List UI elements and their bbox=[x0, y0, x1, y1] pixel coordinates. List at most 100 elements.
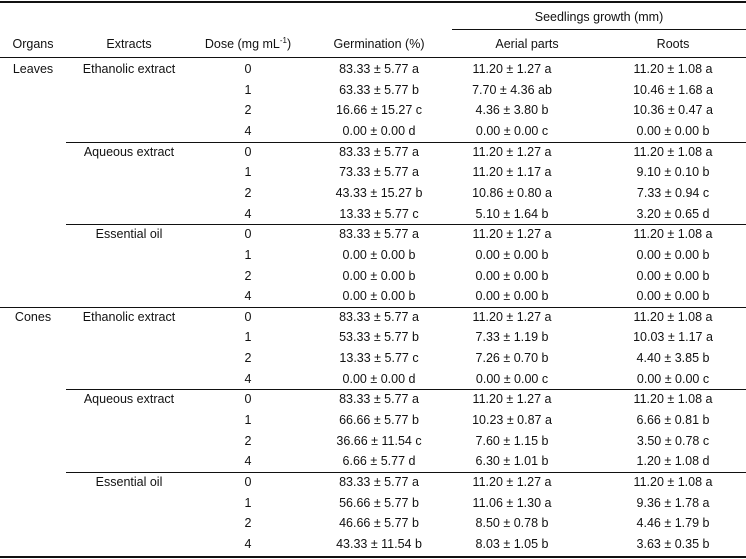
extract-label: Essential oil bbox=[95, 227, 163, 242]
dose-cell: 1 bbox=[244, 165, 252, 180]
roots-cell: 4.46 ± 1.79 b bbox=[636, 516, 710, 531]
dose-cell: 1 bbox=[244, 495, 252, 510]
germination-cell: 36.66 ± 11.54 c bbox=[336, 433, 422, 448]
extract-separator-rule bbox=[66, 142, 746, 143]
roots-cell: 0.00 ± 0.00 b bbox=[636, 289, 710, 304]
roots-cell: 9.10 ± 0.10 b bbox=[636, 165, 710, 180]
aerial-parts-cell: 5.10 ± 1.64 b bbox=[475, 206, 549, 221]
germination-cell: 0.00 ± 0.00 b bbox=[342, 289, 416, 304]
roots-cell: 10.36 ± 0.47 a bbox=[633, 103, 713, 118]
roots-cell: 7.33 ± 0.94 c bbox=[636, 185, 710, 200]
roots-cell: 10.46 ± 1.68 a bbox=[633, 82, 713, 97]
header-bottom-rule bbox=[0, 57, 746, 58]
dose-cell: 1 bbox=[244, 330, 252, 345]
header-extracts: Extracts bbox=[106, 37, 152, 51]
dose-cell: 0 bbox=[244, 62, 252, 76]
roots-cell: 3.20 ± 0.65 d bbox=[636, 206, 710, 221]
roots-cell: 6.66 ± 0.81 b bbox=[636, 413, 710, 428]
germination-cell: 0.00 ± 0.00 b bbox=[342, 247, 416, 262]
aerial-parts-cell: 7.26 ± 0.70 b bbox=[475, 351, 549, 366]
aerial-parts-cell: 0.00 ± 0.00 c bbox=[475, 371, 549, 386]
dose-cell: 0 bbox=[244, 227, 252, 242]
extract-label: Ethanolic extract bbox=[82, 62, 176, 76]
aerial-parts-cell: 7.60 ± 1.15 b bbox=[475, 433, 549, 448]
germination-cell: 83.33 ± 5.77 a bbox=[339, 144, 419, 159]
roots-cell: 1.20 ± 1.08 d bbox=[636, 454, 710, 469]
aerial-parts-cell: 7.70 ± 4.36 ab bbox=[472, 82, 552, 97]
extract-separator-rule bbox=[66, 224, 746, 225]
table-top-rule bbox=[0, 1, 746, 3]
germination-cell: 83.33 ± 5.77 a bbox=[339, 227, 419, 242]
aerial-parts-cell: 11.20 ± 1.27 a bbox=[472, 227, 552, 242]
germination-cell: 0.00 ± 0.00 d bbox=[342, 371, 416, 386]
dose-cell: 2 bbox=[244, 268, 252, 283]
dose-cell: 0 bbox=[244, 392, 252, 407]
roots-cell: 3.63 ± 0.35 b bbox=[636, 536, 710, 551]
germination-cell: 63.33 ± 5.77 b bbox=[339, 82, 419, 97]
aerial-parts-cell: 0.00 ± 0.00 b bbox=[475, 247, 549, 262]
aerial-parts-cell: 8.50 ± 0.78 b bbox=[475, 516, 549, 531]
dose-cell: 1 bbox=[244, 82, 252, 97]
extract-label: Aqueous extract bbox=[83, 144, 175, 159]
dose-cell: 4 bbox=[244, 536, 252, 551]
header-seedlings-growth: Seedlings growth (mm) bbox=[534, 10, 664, 24]
germination-cell: 0.00 ± 0.00 b bbox=[342, 268, 416, 283]
roots-cell: 11.20 ± 1.08 a bbox=[633, 392, 713, 407]
roots-cell: 11.20 ± 1.08 a bbox=[633, 475, 713, 489]
roots-cell: 0.00 ± 0.00 b bbox=[636, 247, 710, 262]
roots-cell: 11.20 ± 1.08 a bbox=[633, 227, 713, 242]
germination-cell: 83.33 ± 5.77 a bbox=[339, 62, 419, 76]
aerial-parts-cell: 10.86 ± 0.80 a bbox=[472, 185, 552, 200]
header-aerial-parts: Aerial parts bbox=[495, 37, 559, 51]
dose-cell: 4 bbox=[244, 289, 252, 304]
dose-cell: 4 bbox=[244, 371, 252, 386]
aerial-parts-cell: 0.00 ± 0.00 b bbox=[475, 268, 549, 283]
aerial-parts-cell: 4.36 ± 3.80 b bbox=[475, 103, 549, 118]
aerial-parts-cell: 11.06 ± 1.30 a bbox=[472, 495, 552, 510]
germination-cell: 83.33 ± 5.77 a bbox=[339, 475, 419, 489]
germination-cell: 73.33 ± 5.77 a bbox=[339, 165, 419, 180]
germination-cell: 0.00 ± 0.00 d bbox=[342, 123, 416, 138]
roots-cell: 0.00 ± 0.00 b bbox=[636, 123, 710, 138]
dose-cell: 0 bbox=[244, 144, 252, 159]
aerial-parts-cell: 11.20 ± 1.27 a bbox=[472, 475, 552, 489]
germination-cell: 13.33 ± 5.77 c bbox=[339, 351, 419, 366]
aerial-parts-cell: 0.00 ± 0.00 b bbox=[475, 289, 549, 304]
roots-cell: 10.03 ± 1.17 a bbox=[633, 330, 713, 345]
roots-cell: 0.00 ± 0.00 b bbox=[636, 268, 710, 283]
header-dose: Dose (mg mL-1) bbox=[204, 35, 292, 51]
germination-cell: 43.33 ± 11.54 b bbox=[336, 536, 422, 551]
header-roots: Roots bbox=[656, 37, 690, 51]
dose-cell: 2 bbox=[244, 516, 252, 531]
extract-separator-rule bbox=[66, 472, 746, 473]
aerial-parts-cell: 11.20 ± 1.27 a bbox=[472, 62, 552, 76]
roots-cell: 9.36 ± 1.78 a bbox=[636, 495, 710, 510]
extract-separator-rule bbox=[66, 389, 746, 390]
organ-label: Cones bbox=[14, 309, 52, 324]
dose-cell: 1 bbox=[244, 247, 252, 262]
organ-label: Leaves bbox=[12, 62, 54, 76]
germination-cell: 43.33 ± 15.27 b bbox=[335, 185, 423, 200]
aerial-parts-cell: 11.20 ± 1.17 a bbox=[472, 165, 552, 180]
header-organs: Organs bbox=[12, 37, 54, 51]
dose-cell: 2 bbox=[244, 185, 252, 200]
dose-cell: 2 bbox=[244, 433, 252, 448]
header-germination: Germination (%) bbox=[333, 37, 425, 51]
aerial-parts-cell: 7.33 ± 1.19 b bbox=[475, 330, 549, 345]
germination-cell: 53.33 ± 5.77 b bbox=[339, 330, 419, 345]
aerial-parts-cell: 0.00 ± 0.00 c bbox=[475, 123, 549, 138]
germination-cell: 16.66 ± 15.27 c bbox=[335, 103, 423, 118]
aerial-parts-cell: 6.30 ± 1.01 b bbox=[475, 454, 549, 469]
roots-cell: 11.20 ± 1.08 a bbox=[633, 144, 713, 159]
germination-cell: 56.66 ± 5.77 b bbox=[339, 495, 419, 510]
header-group-rule bbox=[452, 29, 746, 30]
roots-cell: 11.20 ± 1.08 a bbox=[633, 62, 713, 76]
extract-label: Aqueous extract bbox=[83, 392, 175, 407]
roots-cell: 11.20 ± 1.08 a bbox=[633, 309, 713, 324]
germination-cell: 66.66 ± 5.77 b bbox=[339, 413, 419, 428]
dose-cell: 2 bbox=[244, 103, 252, 118]
aerial-parts-cell: 11.20 ± 1.27 a bbox=[472, 392, 552, 407]
aerial-parts-cell: 11.20 ± 1.27 a bbox=[472, 309, 552, 324]
aerial-parts-cell: 8.03 ± 1.05 b bbox=[475, 536, 549, 551]
germination-cell: 83.33 ± 5.77 a bbox=[339, 309, 419, 324]
